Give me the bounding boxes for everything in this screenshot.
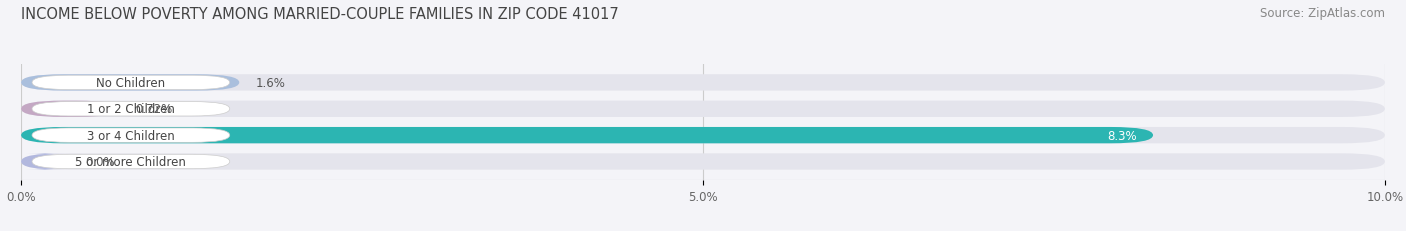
Text: 3 or 4 Children: 3 or 4 Children xyxy=(87,129,174,142)
Text: 1.6%: 1.6% xyxy=(256,77,285,90)
Text: INCOME BELOW POVERTY AMONG MARRIED-COUPLE FAMILIES IN ZIP CODE 41017: INCOME BELOW POVERTY AMONG MARRIED-COUPL… xyxy=(21,7,619,22)
FancyBboxPatch shape xyxy=(21,75,1385,91)
Text: 0.72%: 0.72% xyxy=(135,103,173,116)
FancyBboxPatch shape xyxy=(21,101,120,117)
Text: No Children: No Children xyxy=(97,77,166,90)
Text: 1 or 2 Children: 1 or 2 Children xyxy=(87,103,174,116)
FancyBboxPatch shape xyxy=(32,128,229,143)
FancyBboxPatch shape xyxy=(21,154,69,170)
FancyBboxPatch shape xyxy=(21,154,1385,170)
Text: 8.3%: 8.3% xyxy=(1107,129,1136,142)
FancyBboxPatch shape xyxy=(21,128,1153,144)
Text: Source: ZipAtlas.com: Source: ZipAtlas.com xyxy=(1260,7,1385,20)
FancyBboxPatch shape xyxy=(21,101,1385,117)
Text: 0.0%: 0.0% xyxy=(86,155,115,168)
FancyBboxPatch shape xyxy=(32,76,229,90)
Text: 5 or more Children: 5 or more Children xyxy=(76,155,187,168)
FancyBboxPatch shape xyxy=(21,128,1385,144)
FancyBboxPatch shape xyxy=(32,102,229,116)
FancyBboxPatch shape xyxy=(21,75,239,91)
FancyBboxPatch shape xyxy=(32,155,229,169)
